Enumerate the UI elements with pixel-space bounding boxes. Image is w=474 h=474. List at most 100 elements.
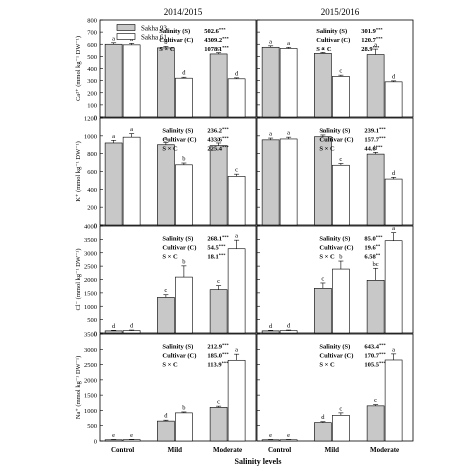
panel-3-bar-sakha93-moderate xyxy=(366,153,385,226)
panel-7-letter-sakha93-moderate: c xyxy=(374,397,377,404)
panel-3-letter-sakha61-mild: c xyxy=(339,156,342,163)
panel-4-bar-sakha61-mild xyxy=(175,276,193,334)
panel-1-anova-value-0: 301.9*** xyxy=(361,26,383,35)
panel-2-anova-value-1: 433.6*** xyxy=(207,135,229,144)
panel-4-letter-sakha93-mild: c xyxy=(164,287,167,294)
panel-2-letter-sakha61-control: a xyxy=(130,126,133,133)
panel-4-bar-sakha93-moderate xyxy=(209,289,228,334)
panel-5-letter-sakha61-mild: b xyxy=(339,254,342,261)
panel-0-bar-sakha93-moderate xyxy=(209,53,228,118)
panel-0-ytick-label-7: 700 xyxy=(87,30,97,37)
panel-4-anova-label-2: S × C xyxy=(162,253,178,260)
panel-3-bar-sakha93-control xyxy=(261,139,280,226)
panel-6-ytick-label-4: 2000 xyxy=(84,377,97,384)
panel-4-anova-sig-0: *** xyxy=(222,234,230,239)
panel-1-letter-sakha61-moderate: d xyxy=(392,73,396,80)
panel-0-letter-sakha61-mild: d xyxy=(182,70,186,77)
panel-4-letter-sakha93-moderate: c xyxy=(217,278,220,285)
panel-1-letter-sakha61-control: a xyxy=(287,40,290,47)
panel-7-anova-sig-1: *** xyxy=(379,351,387,356)
legend: Sakha 93 Sakha 61 xyxy=(116,24,167,42)
panel-1-letter-sakha61-mild: c xyxy=(339,68,342,75)
legend-label-sakha61: Sakha 61 xyxy=(141,34,167,42)
panel-0-bar-sakha93-mild xyxy=(157,47,175,118)
panel-7-anova-value-0: 643.4*** xyxy=(364,342,386,351)
panel-6-anova-sig-1: *** xyxy=(222,351,230,356)
panel-4-anova-sig-1: *** xyxy=(219,243,227,248)
panel-1-anova-label-2: S × C xyxy=(316,46,332,53)
panel-2-ytick-label-5: 1000 xyxy=(84,133,97,140)
panel-0-ytick-label-6: 600 xyxy=(87,42,97,49)
panel-3-bar-sakha61-mild xyxy=(332,164,350,226)
panel-6-ytick-label-3: 1500 xyxy=(84,393,97,400)
panel-6-anova-sig-0: *** xyxy=(222,342,230,347)
panel-4-ytick-label-3: 1500 xyxy=(84,290,97,297)
panel-3-anova-value-2: 44.6*** xyxy=(364,144,383,153)
panel-4-anova-label-0: Salinity (S) xyxy=(162,235,193,242)
panel-0-ytick-label-5: 500 xyxy=(87,54,97,61)
panel-6-ytick-label-6: 3000 xyxy=(84,347,97,354)
panel-1-bar-sakha93-moderate xyxy=(366,54,385,118)
panel-4-ytick-label-6: 3000 xyxy=(84,250,97,257)
panel-4-anova-value-2: 18.1*** xyxy=(207,252,226,261)
panel-3-bar-sakha61-moderate xyxy=(384,178,403,226)
panel-2-ytick-label-3: 600 xyxy=(87,169,97,176)
panel-6-bar-sakha61-control xyxy=(122,439,141,442)
panel-6-letter-sakha61-moderate: a xyxy=(235,347,238,354)
panel-7-anova-label-1: Cultivar (C) xyxy=(319,352,353,359)
panel-6-letter-sakha61-mild: b xyxy=(182,404,185,411)
panel-7-anova-sig-0: *** xyxy=(379,342,387,347)
panel-2-letter-sakha93-control: a xyxy=(112,133,115,140)
panel-7-letter-sakha61-control: e xyxy=(287,432,290,439)
panel-2-y-axis-label: K⁺ (mmol kg⁻¹ DW⁻¹) xyxy=(75,141,82,202)
panel-1-letter-sakha93-control: a xyxy=(269,38,272,45)
panel-0-bar-sakha61-control xyxy=(122,44,141,118)
panel-5-anova-label-0: Salinity (S) xyxy=(319,235,350,242)
panel-2-ytick-label-0: 0 xyxy=(94,223,97,230)
panel-7-letter-sakha93-mild: d xyxy=(321,414,325,421)
panel-2-anova-sig-2: *** xyxy=(222,144,230,149)
panel-4-ytick-label-8: 4000 xyxy=(84,224,97,231)
panel-7-letter-sakha61-moderate: a xyxy=(392,346,395,353)
panel-3-anova-value-1: 157.7*** xyxy=(364,135,386,144)
panel-6-letter-sakha61-control: e xyxy=(130,432,133,439)
panel-6-x-tick-label-control: Control xyxy=(111,446,134,454)
panel-5-bar-sakha61-moderate xyxy=(384,240,403,334)
panel-4-anova-label-1: Cultivar (C) xyxy=(162,244,196,251)
x-axis-title: Salinity levels xyxy=(235,457,282,466)
panel-2-bar-sakha61-mild xyxy=(175,164,193,226)
panel-0-anova-label-1: Cultivar (C) xyxy=(159,37,193,44)
panel-1-bar-sakha61-mild xyxy=(332,76,350,118)
panel-2-letter-sakha93-mild: a xyxy=(164,135,167,142)
panel-2-ytick-label-6: 1200 xyxy=(84,116,97,123)
panel-6-anova-sig-2: *** xyxy=(222,360,230,365)
panel-2-letter-sakha61-moderate: c xyxy=(235,167,238,174)
panel-5-bar-sakha61-mild xyxy=(332,268,350,334)
panel-4-bar-sakha61-moderate xyxy=(227,248,246,334)
panel-4-letter-sakha61-moderate: a xyxy=(235,233,238,240)
panel-4-ytick-label-1: 500 xyxy=(87,317,97,324)
panel-2-ytick-label-1: 200 xyxy=(87,205,97,212)
panel-2-anova-sig-1: *** xyxy=(222,135,230,140)
panel-7-anova-label-0: Salinity (S) xyxy=(319,343,350,350)
panel-6-ytick-label-1: 500 xyxy=(87,423,97,430)
panel-6-letter-sakha93-control: e xyxy=(112,432,115,439)
panel-5-bar-sakha93-control xyxy=(261,330,280,334)
panel-5-letter-sakha93-control: d xyxy=(269,323,273,330)
legend-swatch-sakha93 xyxy=(116,24,136,31)
panel-7-bar-sakha61-control xyxy=(279,439,298,442)
panel-6-anova-value-1: 185.0*** xyxy=(207,351,229,360)
panel-0-ytick-label-3: 300 xyxy=(87,78,97,85)
panel-6-bar-sakha93-moderate xyxy=(209,407,228,442)
panel-5-anova-sig-0: *** xyxy=(376,234,384,239)
panel-6-anova-value-0: 212.9*** xyxy=(207,342,229,351)
panel-7-bar-sakha93-control xyxy=(261,439,280,442)
panel-3-bar-sakha61-control xyxy=(279,138,298,226)
panel-3-anova-sig-2: *** xyxy=(376,144,384,149)
panel-4-ytick-label-2: 1000 xyxy=(84,304,97,311)
panel-0-letter-sakha93-mild: b xyxy=(164,39,167,46)
panel-4-bar-sakha61-control xyxy=(122,330,141,334)
panel-3-anova-sig-0: *** xyxy=(379,126,387,131)
panel-6-bar-sakha93-control xyxy=(104,439,123,442)
column-title-left: 2014/2015 xyxy=(164,7,203,17)
